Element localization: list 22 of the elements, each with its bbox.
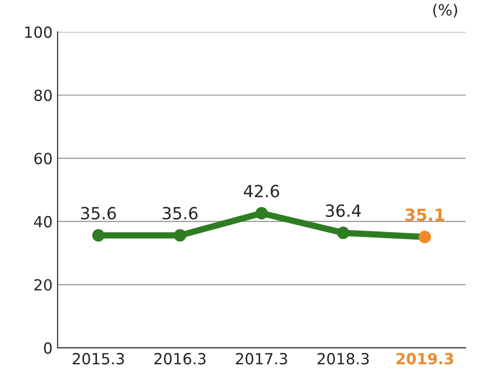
x-tick-label: 2017.3 (236, 352, 288, 364)
x-tick-label: 2019.3 (396, 352, 454, 364)
point (255, 207, 268, 220)
point (174, 229, 186, 242)
point (336, 226, 350, 240)
x-tick-label: 2015.3 (72, 352, 124, 364)
data-label: 36.4 (326, 204, 361, 217)
point (92, 229, 105, 242)
x-tick-label: 2018.3 (318, 352, 369, 364)
data-label: 35.1 (405, 208, 444, 222)
data-label: 35.6 (81, 206, 116, 220)
x-tick-label: 2016.3 (154, 352, 206, 364)
data-label: 42.6 (244, 184, 280, 198)
y-tick-label: 100 (25, 26, 52, 38)
y-tick-label: 40 (34, 216, 52, 228)
y-tick-label: 60 (34, 152, 52, 164)
point (418, 230, 432, 244)
data-label: 35.6 (162, 206, 198, 220)
y-axis-title: (%) (433, 4, 458, 18)
y-tick-label: 80 (34, 90, 52, 102)
y-tick-label: 0 (44, 342, 52, 354)
y-tick-label: 20 (34, 279, 52, 291)
